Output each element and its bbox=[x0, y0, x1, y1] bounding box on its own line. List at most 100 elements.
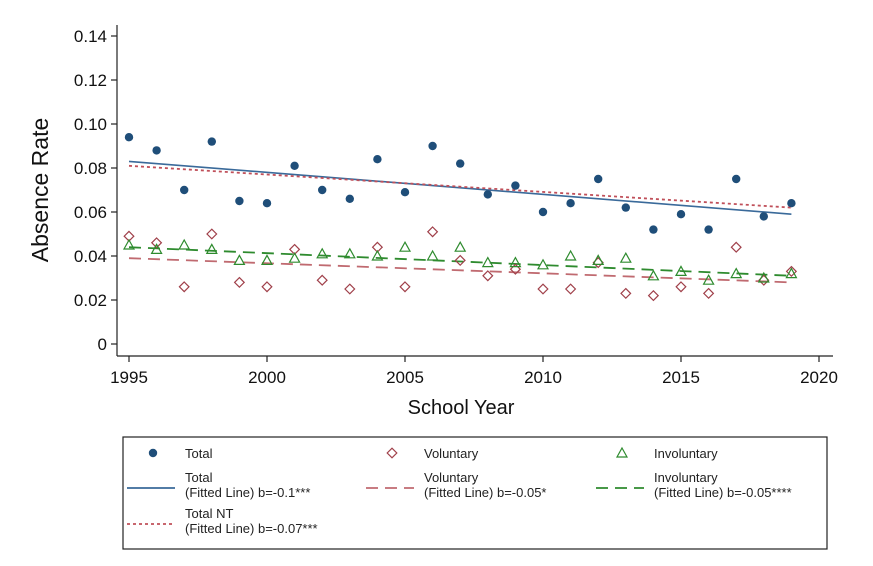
fitted-line bbox=[128, 257, 792, 284]
point-involuntary bbox=[674, 265, 688, 276]
legend-label: Total bbox=[185, 446, 213, 461]
point-total bbox=[704, 225, 713, 234]
axes: 0 0.02 0.04 0.06 0.08 0.10 0.12 0.14 1995 2000 200… bbox=[74, 25, 838, 387]
y-tick-label: 0.10 bbox=[74, 115, 107, 134]
y-tick-label: 0.02 bbox=[74, 291, 107, 310]
point-total bbox=[428, 141, 437, 151]
point-involuntary bbox=[757, 271, 770, 283]
point-involuntary bbox=[702, 273, 715, 285]
legend-label: Involuntary bbox=[654, 470, 718, 485]
point-voluntary bbox=[509, 263, 522, 275]
point-involuntary bbox=[122, 238, 136, 250]
point-involuntary bbox=[592, 254, 605, 265]
point-involuntary bbox=[509, 256, 522, 268]
legend-sublabel: (Fitted Line) b=-0.05**** bbox=[654, 485, 792, 500]
point-involuntary bbox=[647, 269, 660, 281]
point-voluntary bbox=[261, 281, 273, 293]
y-tick-label: 0.06 bbox=[74, 203, 107, 222]
legend-label: Voluntary bbox=[424, 446, 479, 461]
point-involuntary bbox=[564, 249, 577, 261]
fitted-line bbox=[128, 164, 792, 209]
point-involuntary bbox=[150, 243, 163, 254]
point-involuntary bbox=[343, 247, 356, 259]
point-voluntary bbox=[426, 226, 439, 238]
point-total bbox=[511, 181, 520, 190]
point-total bbox=[318, 185, 327, 195]
fitted-line bbox=[128, 246, 792, 277]
point-total bbox=[621, 203, 630, 212]
point-total bbox=[759, 212, 768, 221]
x-tick-label: 2020 bbox=[800, 368, 838, 387]
point-involuntary bbox=[785, 267, 798, 279]
point-voluntary bbox=[564, 283, 577, 295]
y-tick-label: 0.14 bbox=[74, 27, 107, 46]
point-total bbox=[594, 174, 603, 184]
point-voluntary bbox=[150, 237, 163, 249]
point-involuntary bbox=[615, 446, 629, 458]
point-voluntary bbox=[454, 254, 466, 267]
point-total bbox=[400, 188, 410, 197]
y-tick-label: 0.04 bbox=[74, 247, 107, 266]
point-total bbox=[732, 174, 741, 184]
point-voluntary bbox=[675, 281, 687, 293]
point-involuntary bbox=[454, 240, 467, 252]
point-involuntary bbox=[536, 258, 550, 270]
point-total bbox=[180, 185, 189, 195]
legend-label: Total NT bbox=[185, 506, 233, 521]
point-involuntary bbox=[205, 243, 218, 254]
y-tick-label: 0 bbox=[98, 335, 107, 354]
x-tick-label: 2015 bbox=[662, 368, 700, 387]
point-total bbox=[483, 190, 492, 199]
legend-sublabel: (Fitted Line) b=-0.05* bbox=[424, 485, 546, 500]
x-tick-label: 2000 bbox=[248, 368, 286, 387]
point-voluntary bbox=[537, 283, 549, 295]
point-total bbox=[148, 448, 158, 458]
point-involuntary bbox=[398, 240, 412, 252]
y-tick-label: 0.12 bbox=[74, 71, 107, 90]
point-total bbox=[152, 146, 161, 155]
point-involuntary bbox=[288, 251, 301, 263]
y-tick-label: 0.08 bbox=[74, 159, 107, 178]
point-involuntary bbox=[730, 267, 743, 279]
point-total bbox=[676, 210, 686, 219]
point-involuntary bbox=[260, 254, 274, 265]
point-voluntary bbox=[482, 270, 494, 282]
point-involuntary bbox=[233, 254, 246, 265]
point-total bbox=[124, 133, 134, 142]
x-tick-label: 2005 bbox=[386, 368, 424, 387]
point-voluntary bbox=[316, 274, 328, 286]
point-total bbox=[207, 137, 216, 146]
point-total bbox=[787, 199, 796, 208]
point-voluntary bbox=[702, 287, 715, 300]
point-voluntary bbox=[386, 447, 398, 459]
point-total bbox=[373, 155, 382, 164]
point-voluntary bbox=[178, 281, 190, 293]
point-total bbox=[456, 159, 465, 168]
point-total bbox=[345, 194, 354, 203]
point-involuntary bbox=[316, 247, 329, 259]
point-voluntary bbox=[620, 287, 632, 300]
point-voluntary bbox=[647, 289, 660, 302]
x-tick-label: 2010 bbox=[524, 368, 562, 387]
point-involuntary bbox=[619, 251, 632, 263]
point-voluntary bbox=[206, 228, 218, 240]
y-axis-title: Absence Rate bbox=[27, 118, 53, 262]
point-involuntary bbox=[481, 256, 494, 268]
fitted-line bbox=[128, 160, 792, 215]
point-involuntary bbox=[426, 249, 439, 261]
legend-label: Involuntary bbox=[654, 446, 718, 461]
point-voluntary bbox=[399, 281, 411, 293]
point-voluntary bbox=[233, 276, 246, 289]
legend-sublabel: (Fitted Line) b=-0.1*** bbox=[185, 485, 310, 500]
data-points bbox=[122, 133, 798, 302]
legend-box bbox=[122, 436, 828, 550]
x-axis-title: School Year bbox=[408, 397, 515, 419]
point-involuntary bbox=[178, 238, 191, 250]
point-total bbox=[538, 207, 548, 217]
point-voluntary bbox=[785, 265, 798, 278]
point-total bbox=[262, 199, 272, 208]
point-total bbox=[566, 199, 575, 208]
point-voluntary bbox=[344, 283, 356, 295]
